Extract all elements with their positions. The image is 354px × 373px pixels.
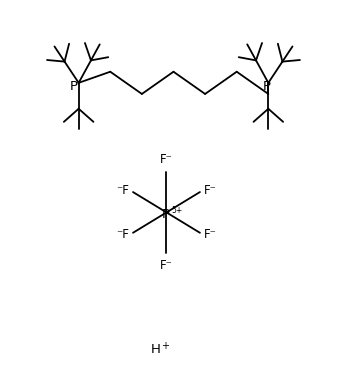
Text: F⁻: F⁻ [204,184,216,197]
Text: 5+: 5+ [172,206,183,215]
Text: P: P [263,80,270,93]
Text: F⁻: F⁻ [204,228,216,241]
Text: ⁻F: ⁻F [116,184,130,197]
Text: P: P [162,208,170,221]
Text: F⁻: F⁻ [160,153,173,166]
Text: F⁻: F⁻ [160,259,173,272]
Text: H: H [151,343,161,356]
Text: P: P [69,80,78,93]
Text: ⁻F: ⁻F [116,228,130,241]
Text: +: + [161,341,169,351]
